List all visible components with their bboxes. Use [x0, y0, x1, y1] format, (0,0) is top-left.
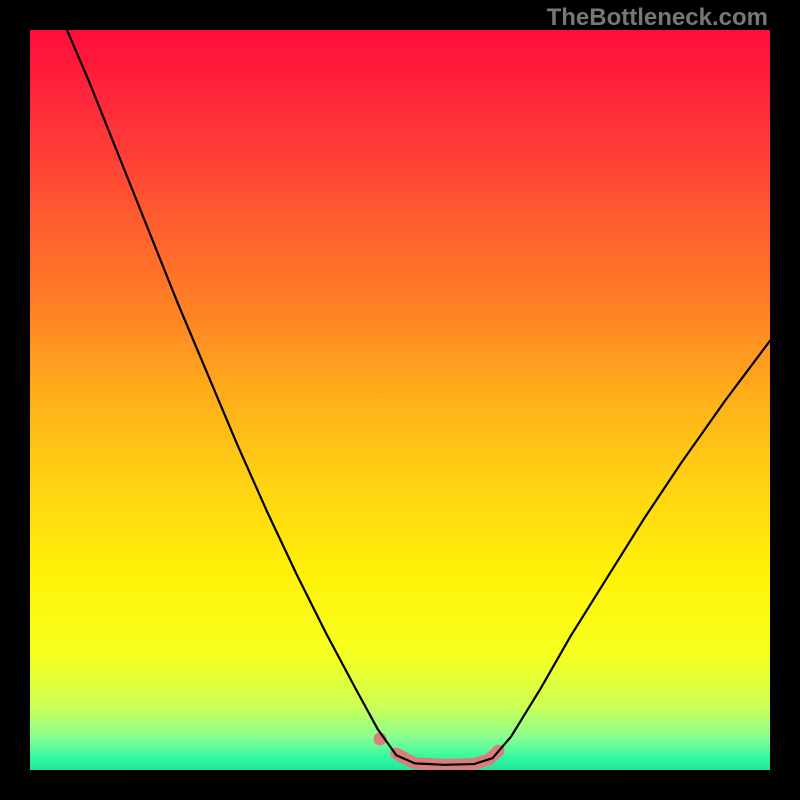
watermark-text: TheBottleneck.com — [547, 4, 768, 32]
chart-background — [30, 30, 770, 770]
plot-area — [30, 30, 770, 770]
chart-svg — [30, 30, 770, 770]
